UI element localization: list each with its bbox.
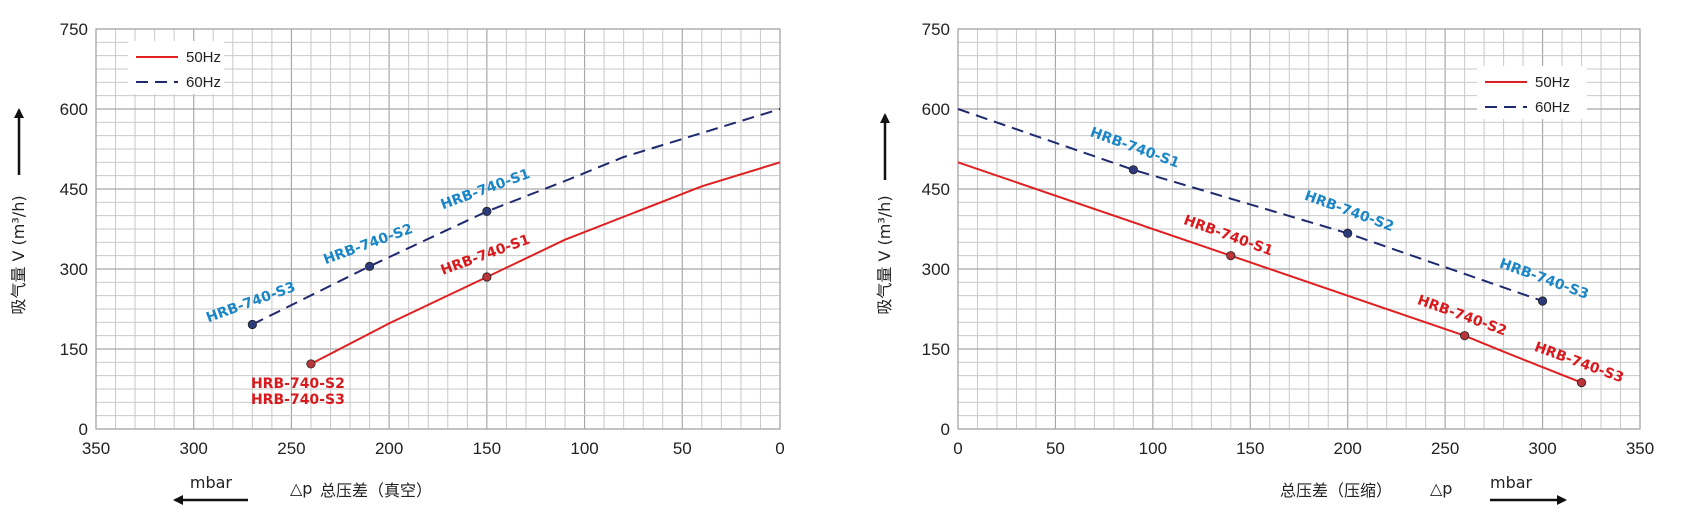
grid (957, 28, 1641, 430)
y-tick-label: 600 (60, 100, 88, 119)
data-point-50hz (1576, 377, 1587, 388)
x-tick-label: 0 (953, 439, 962, 458)
data-point-50hz (482, 272, 492, 282)
y-tick-label: 450 (60, 180, 88, 199)
x-tick-label: 300 (180, 439, 208, 458)
data-point-60hz (482, 206, 492, 216)
y-tick-label: 750 (60, 20, 88, 39)
point-label: HRB-740-S2 (251, 376, 345, 392)
plot-frame (95, 28, 781, 430)
x-axis-symbol: △p (290, 479, 312, 498)
y-tick-label: 0 (79, 420, 88, 439)
chart-1: 350 300 250 200 150 100 50 0 0 150 300 450 600 750 HRB… (9, 20, 785, 505)
chart-2: 0 50 100 150 200 250 300 3500150300450600750HRB… (875, 20, 1654, 505)
x-tick-label: 100 (1139, 439, 1167, 458)
x-axis-unit: mbar (190, 473, 233, 492)
x-tick-label: 250 (277, 439, 305, 458)
data-point-60hz (1537, 296, 1548, 306)
x-axis-symbol: △p (1430, 479, 1452, 498)
legend-label: 50Hz (1535, 74, 1570, 91)
x-tick-label: 150 (1236, 439, 1264, 458)
x-tick-label: 200 (1334, 439, 1362, 458)
x-axis-unit: mbar (1490, 473, 1533, 492)
plot-frame (957, 28, 1641, 430)
data-point-60hz (247, 319, 257, 330)
x-tick-label: 300 (1528, 439, 1556, 458)
x-tick-label: 50 (673, 439, 692, 458)
x-axis-title: 总压差（压缩） (1280, 481, 1392, 500)
data-point-60hz (1343, 228, 1353, 238)
data-point-50hz (1460, 331, 1470, 341)
x-tick-label: 250 (1431, 439, 1459, 458)
data-point-50hz (1226, 251, 1236, 261)
x-tick-label: 350 (82, 439, 110, 458)
y-tick-label: 0 (941, 420, 950, 439)
y-tick-label: 150 (922, 340, 950, 359)
x-tick-label: 150 (473, 439, 501, 458)
legend-label: 60Hz (1535, 99, 1570, 116)
series-line-60hz (251, 108, 781, 326)
x-tick-label: 0 (775, 439, 784, 458)
y-tick-label: 600 (922, 100, 950, 119)
legend-label: 50Hz (186, 49, 221, 66)
point-label: HRB-740-S3 (251, 392, 345, 408)
legend-box (1477, 66, 1587, 119)
data-point-50hz (306, 359, 316, 369)
legend-label: 60Hz (186, 74, 221, 91)
y-axis-title: 吸气量 V (m³/h) (9, 195, 28, 314)
x-tick-label: 100 (570, 439, 598, 458)
x-axis-title: 总压差（真空） (320, 481, 432, 500)
series-line-50hz (310, 161, 781, 365)
y-tick-label: 450 (922, 180, 950, 199)
legend: 50Hz 60Hz (1477, 66, 1587, 119)
x-tick-label: 350 (1626, 439, 1654, 458)
data-point-60hz (1128, 165, 1138, 175)
y-tick-label: 300 (60, 260, 88, 279)
y-tick-label: 150 (60, 340, 88, 359)
legend: 50Hz 60Hz (128, 41, 224, 94)
y-axis-title: 吸气量 V (m³/h) (875, 195, 894, 314)
x-tick-label: 50 (1046, 439, 1065, 458)
x-tick-label: 200 (375, 439, 403, 458)
y-tick-label: 750 (922, 20, 950, 39)
y-tick-label: 300 (922, 260, 950, 279)
data-point-60hz (364, 261, 375, 271)
legend-box (128, 41, 224, 94)
